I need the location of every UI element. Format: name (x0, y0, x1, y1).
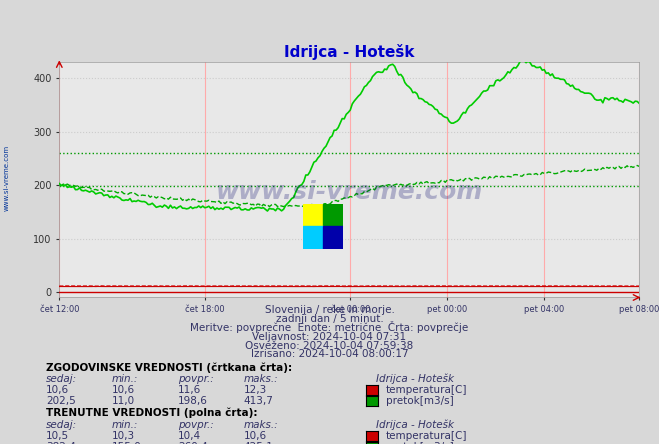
Text: 11,6: 11,6 (178, 385, 201, 395)
Text: sedaj:: sedaj: (46, 374, 77, 384)
Text: temperatura[C]: temperatura[C] (386, 385, 467, 395)
Text: 202,5: 202,5 (46, 396, 76, 406)
Text: Veljavnost: 2024-10-04 07:31: Veljavnost: 2024-10-04 07:31 (252, 332, 407, 342)
Text: 11,0: 11,0 (112, 396, 135, 406)
Text: 10,6: 10,6 (46, 385, 69, 395)
Text: 10,6: 10,6 (244, 431, 267, 441)
Text: 10,6: 10,6 (112, 385, 135, 395)
Text: Idrijca - Hotešk: Idrijca - Hotešk (376, 373, 453, 384)
Text: 10,3: 10,3 (112, 431, 135, 441)
Bar (303, 226, 323, 249)
Text: 260,4: 260,4 (178, 442, 208, 444)
Text: Osveženo: 2024-10-04 07:59:38: Osveženo: 2024-10-04 07:59:38 (245, 341, 414, 351)
Text: zadnji dan / 5 minut.: zadnji dan / 5 minut. (275, 314, 384, 324)
Text: 10,4: 10,4 (178, 431, 201, 441)
Title: Idrijca - Hotešk: Idrijca - Hotešk (284, 44, 415, 59)
Text: 382,4: 382,4 (46, 442, 76, 444)
Text: Idrijca - Hotešk: Idrijca - Hotešk (376, 419, 453, 430)
Text: povpr.:: povpr.: (178, 420, 214, 430)
Bar (303, 204, 323, 226)
Text: 425,1: 425,1 (244, 442, 273, 444)
Text: TRENUTNE VREDNOSTI (polna črta):: TRENUTNE VREDNOSTI (polna črta): (46, 408, 258, 419)
Text: temperatura[C]: temperatura[C] (386, 431, 467, 441)
Text: min.:: min.: (112, 374, 138, 384)
Text: www.si-vreme.com: www.si-vreme.com (215, 179, 483, 204)
Text: Meritve: povprečne  Enote: metrične  Črta: povprečje: Meritve: povprečne Enote: metrične Črta:… (190, 321, 469, 333)
Text: 155,0: 155,0 (112, 442, 142, 444)
Text: povpr.:: povpr.: (178, 374, 214, 384)
Text: Slovenija / reke in morje.: Slovenija / reke in morje. (264, 305, 395, 315)
Text: pretok[m3/s]: pretok[m3/s] (386, 442, 453, 444)
Text: 12,3: 12,3 (244, 385, 267, 395)
Text: maks.:: maks.: (244, 420, 279, 430)
Text: sedaj:: sedaj: (46, 420, 77, 430)
Text: 10,5: 10,5 (46, 431, 69, 441)
Text: Izrisano: 2024-10-04 08:00:17: Izrisano: 2024-10-04 08:00:17 (250, 349, 409, 360)
Text: 413,7: 413,7 (244, 396, 273, 406)
Bar (323, 204, 343, 226)
Text: 198,6: 198,6 (178, 396, 208, 406)
Text: ZGODOVINSKE VREDNOSTI (črtkana črta):: ZGODOVINSKE VREDNOSTI (črtkana črta): (46, 362, 292, 373)
Text: www.si-vreme.com: www.si-vreme.com (3, 145, 9, 210)
Text: maks.:: maks.: (244, 374, 279, 384)
Bar (323, 226, 343, 249)
Text: min.:: min.: (112, 420, 138, 430)
Text: pretok[m3/s]: pretok[m3/s] (386, 396, 453, 406)
